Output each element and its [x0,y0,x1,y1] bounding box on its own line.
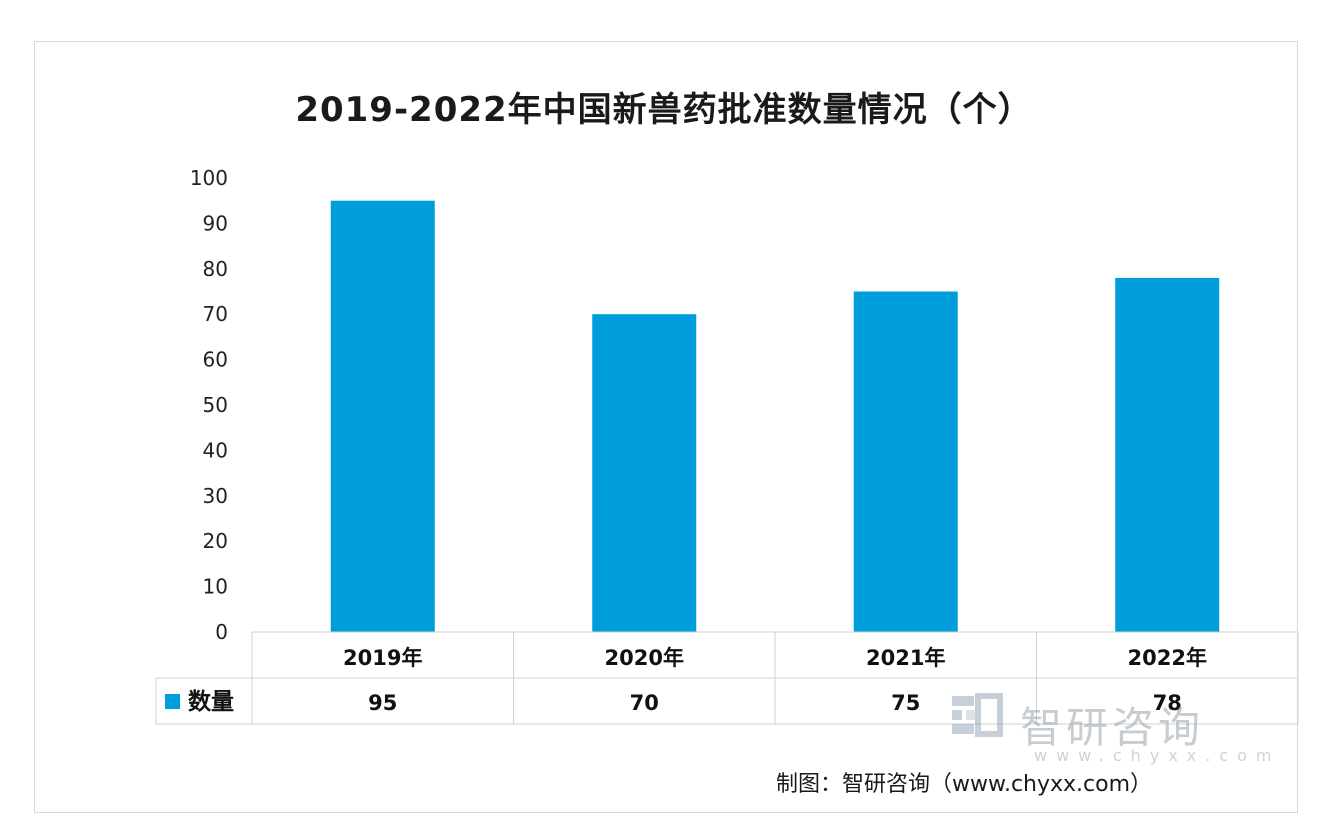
bars [330,200,1220,632]
y-tick-label: 10 [203,575,228,599]
data-value-label: 78 [1153,691,1182,715]
source-note: 制图：智研咨询（www.chyxx.com） [776,772,1153,797]
y-tick-label: 70 [203,302,228,326]
bar [1115,277,1220,632]
data-value-label: 75 [891,691,920,715]
y-tick-label: 90 [203,211,228,235]
y-axis-ticks: 0 10 20 30 40 50 60 70 80 90 100 [190,166,228,644]
y-tick-label: 0 [215,620,228,644]
watermark: 智研咨询 www.chyxx.com [948,690,1278,765]
y-tick-label: 60 [203,348,228,372]
bar [330,200,435,632]
chart-title: 2019-2022年中国新兽药批准数量情况（个） [295,90,1033,130]
x-category-label: 2019年 [343,646,422,670]
watermark-brand: 智研咨询 [1020,703,1205,752]
legend-label: 数量 [188,689,234,715]
y-tick-label: 40 [203,438,228,462]
watermark-url: www.chyxx.com [1034,746,1281,765]
y-tick-label: 80 [203,257,228,281]
data-value-label: 95 [368,691,397,715]
x-category-label: 2021年 [866,646,945,670]
data-value-label: 70 [630,691,659,715]
bar [592,314,697,632]
x-category-label: 2022年 [1128,646,1207,670]
bar [853,291,958,632]
y-tick-label: 50 [203,393,228,417]
x-category-label: 2020年 [605,646,684,670]
brand-logo-icon [952,693,1003,737]
y-tick-label: 20 [203,529,228,553]
y-tick-label: 30 [203,484,228,508]
y-tick-label: 100 [190,166,228,190]
legend-swatch [165,694,180,709]
